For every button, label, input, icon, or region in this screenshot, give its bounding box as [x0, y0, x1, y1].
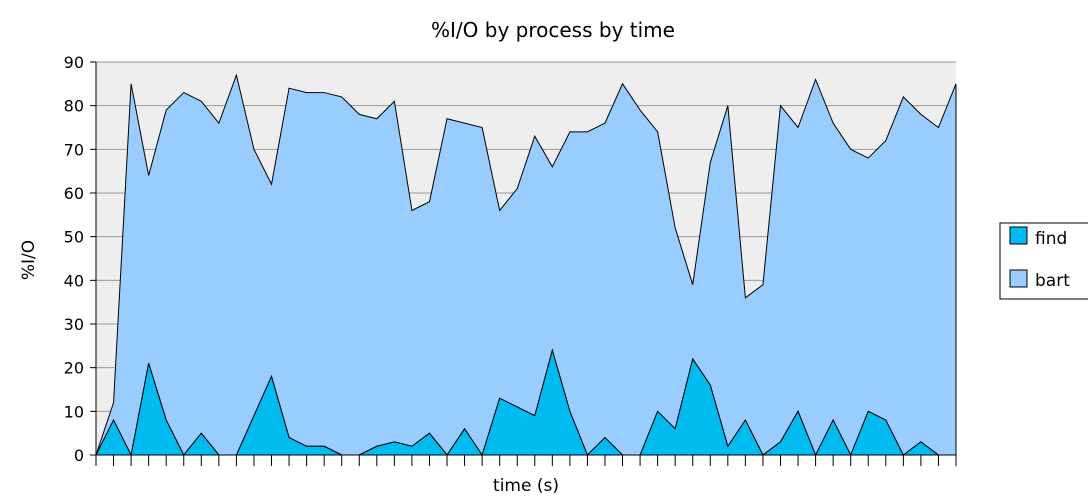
x-axis-label: time (s)	[493, 476, 559, 496]
legend-swatch-find	[1009, 226, 1028, 245]
y-tick-label-50: 50	[64, 228, 84, 247]
y-tick-label-80: 80	[64, 97, 84, 116]
y-axis-label: %I/O	[19, 240, 39, 280]
y-tick-label-90: 90	[64, 53, 84, 72]
legend-swatch-bart	[1009, 269, 1028, 288]
x-axis-ticks	[95, 455, 957, 466]
y-tick-label-20: 20	[64, 359, 84, 378]
y-tick-label-0: 0	[74, 446, 84, 465]
y-tick-label-30: 30	[64, 315, 84, 334]
legend-label-find: find	[1035, 229, 1067, 249]
y-tick-label-60: 60	[64, 184, 84, 203]
y-tick-label-40: 40	[64, 271, 84, 290]
y-tick-label-10: 10	[64, 402, 84, 421]
y-tick-label-70: 70	[64, 140, 84, 159]
legend-label-bart: bart	[1035, 271, 1070, 291]
legend: find bart	[999, 222, 1088, 300]
y-axis-ticks: 0 10 20 30 40 50 60 70 80 90	[64, 53, 96, 465]
chart-title: %I/O by process by time	[431, 18, 675, 42]
